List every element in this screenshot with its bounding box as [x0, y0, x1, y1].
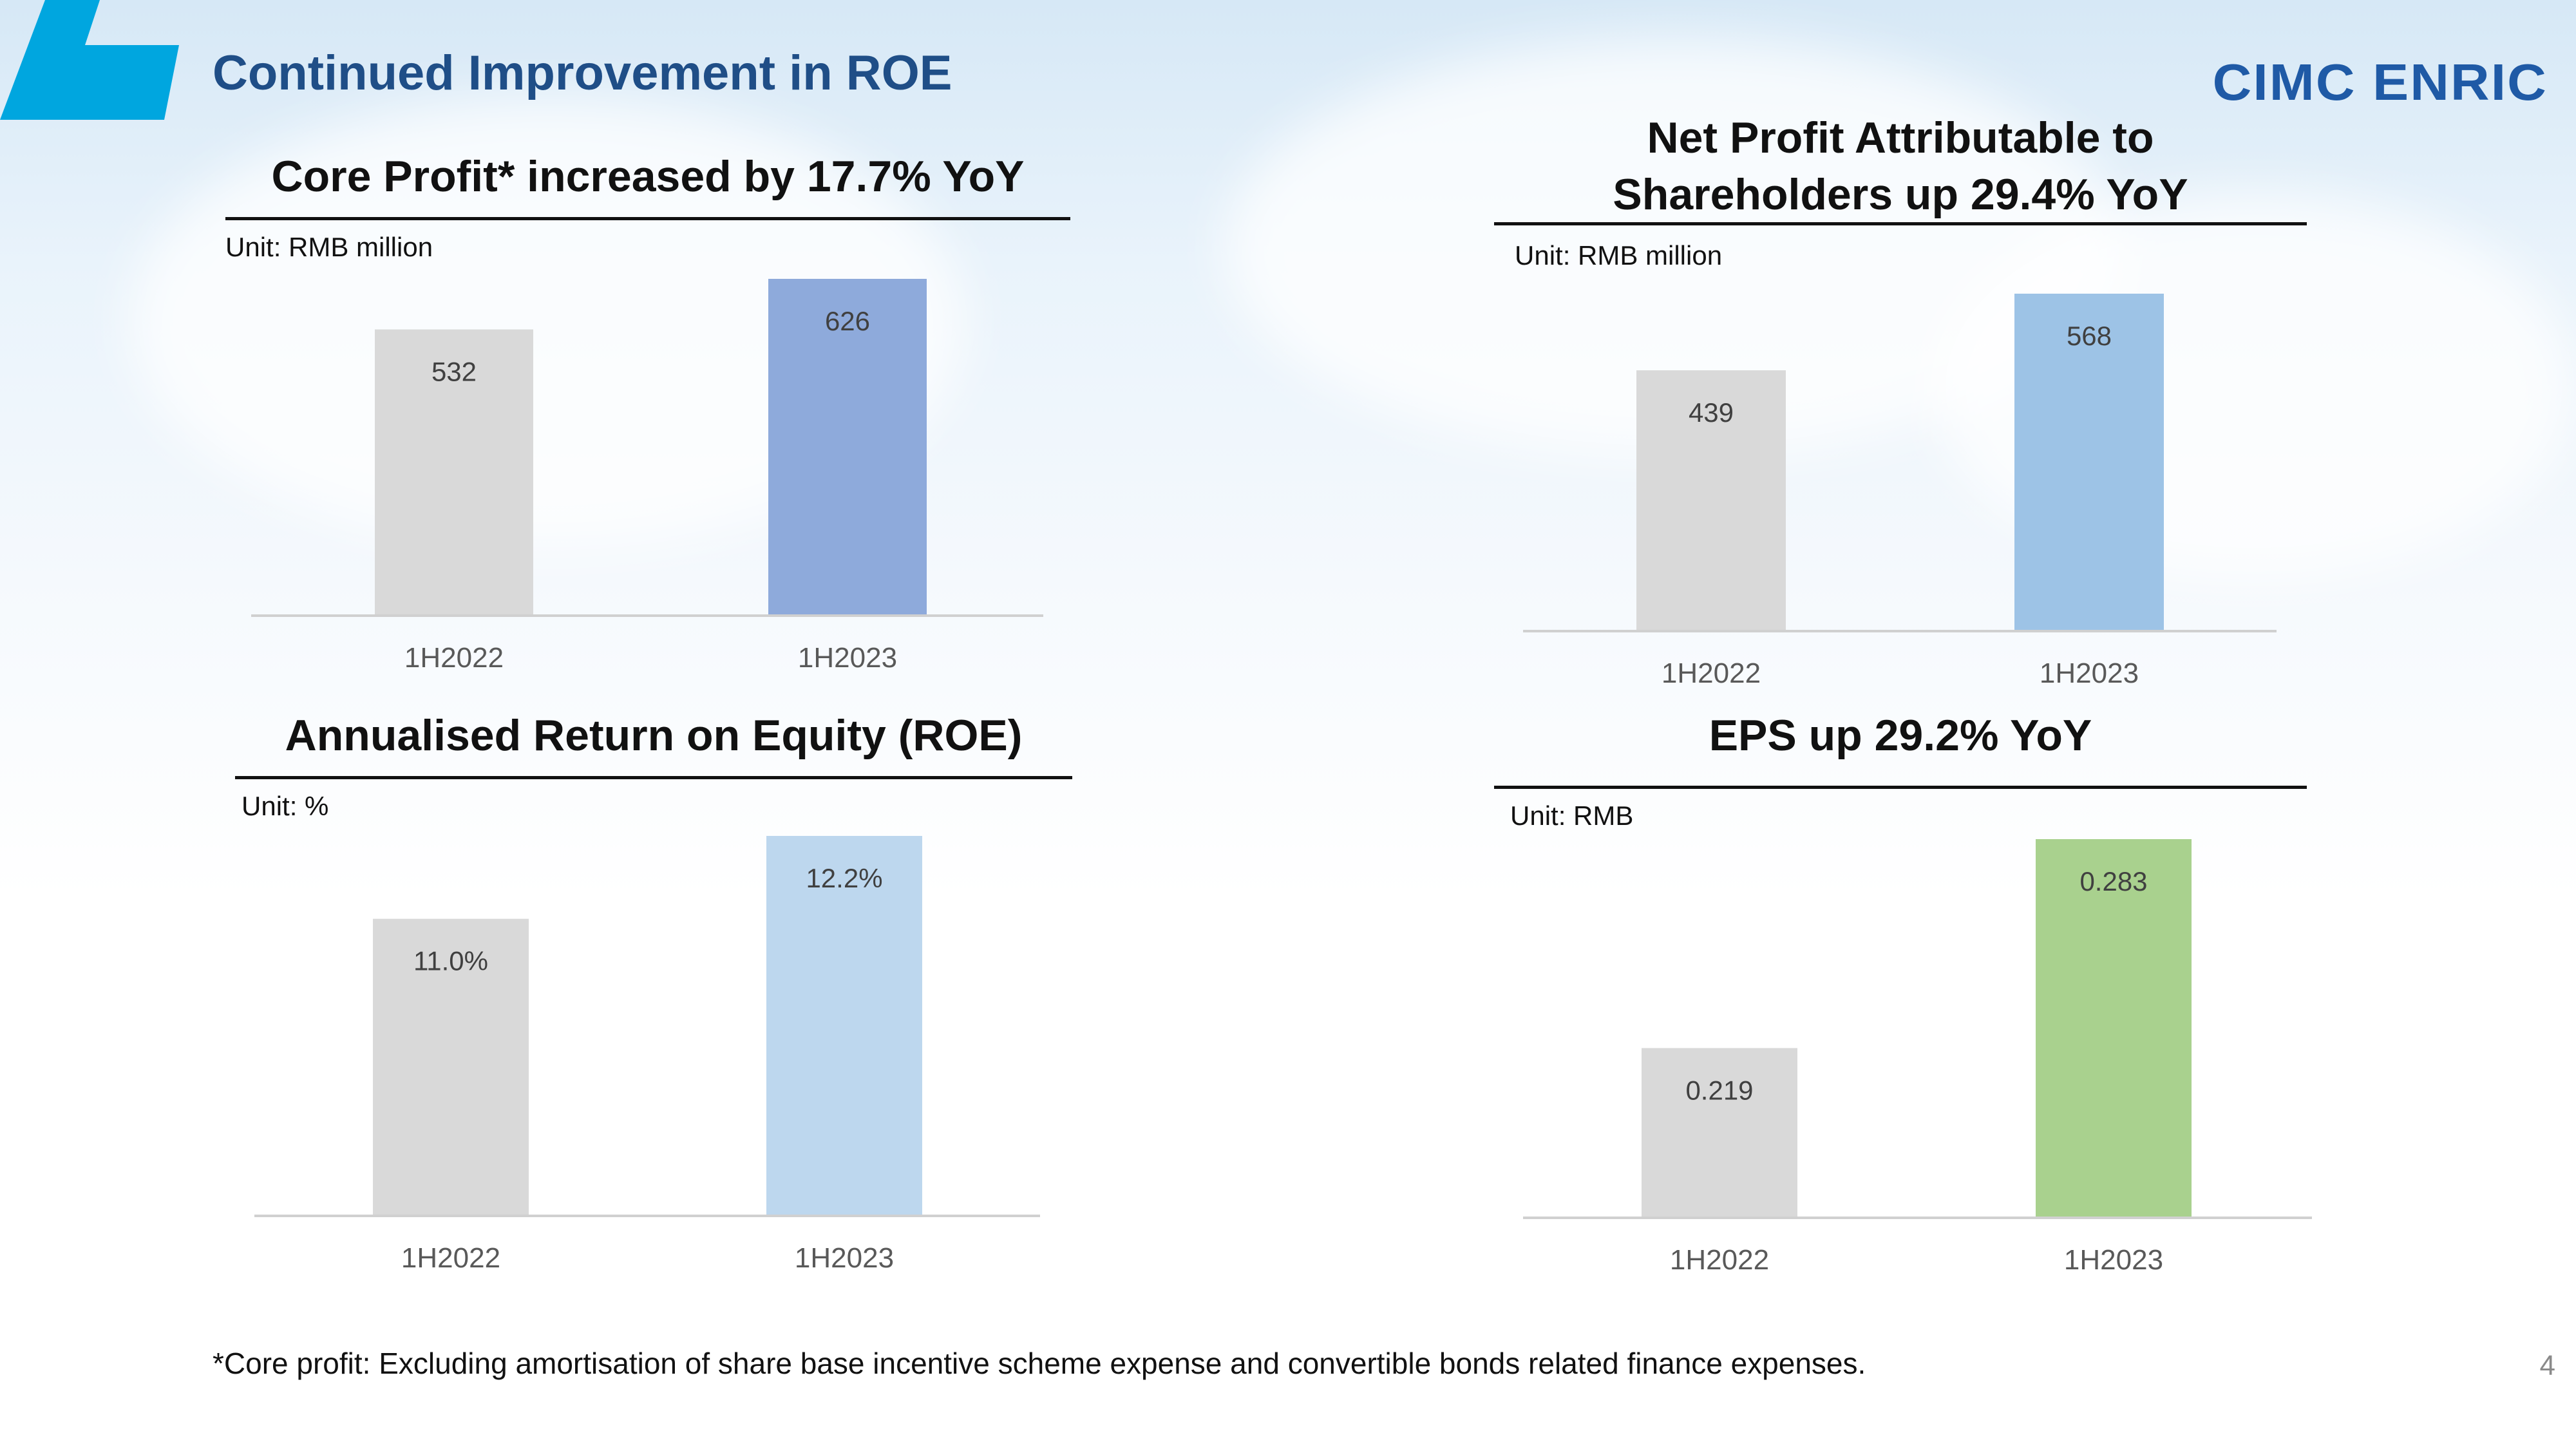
- data-label: 568: [2067, 321, 2112, 351]
- panel-title-rule: [225, 217, 1070, 220]
- panel-roe: Annualised Return on Equity (ROE) Unit: …: [235, 707, 1072, 1293]
- data-label: 12.2%: [806, 863, 882, 893]
- data-label: 532: [431, 357, 477, 387]
- x-tick-label: 1H2022: [1670, 1244, 1769, 1276]
- bar-1H2023: [2014, 294, 2164, 631]
- corner-accent-shape: [0, 0, 179, 120]
- data-label: 439: [1689, 397, 1734, 428]
- x-tick-label: 1H2023: [798, 642, 897, 674]
- unit-label: Unit: RMB million: [225, 232, 433, 262]
- footnote: *Core profit: Excluding amortisation of …: [213, 1347, 1866, 1380]
- data-label: 626: [825, 306, 870, 336]
- corner-accent-polygon: [0, 0, 179, 120]
- unit-label: Unit: %: [242, 791, 329, 821]
- x-tick-label: 1H2023: [2040, 658, 2139, 689]
- bar-chart-core-profit: 532 1H2022 626 1H2023: [251, 279, 1043, 674]
- panel-title: Annualised Return on Equity (ROE): [285, 711, 1023, 760]
- panel-title-rule: [235, 776, 1072, 779]
- x-tick-label: 1H2023: [795, 1242, 894, 1274]
- bar-1H2022: [373, 918, 529, 1216]
- data-label: 0.219: [1685, 1075, 1753, 1105]
- x-tick-label: 1H2023: [2064, 1244, 2163, 1276]
- bar-1H2023: [766, 836, 922, 1216]
- x-tick-label: 1H2022: [1662, 658, 1761, 689]
- panel-core-profit: Core Profit* increased by 17.7% YoY Unit…: [225, 148, 1070, 689]
- page-number: 4: [2539, 1350, 2555, 1381]
- bar-chart-roe: 11.0% 1H2022 12.2% 1H2023: [254, 836, 1040, 1274]
- slide-title: Continued Improvement in ROE: [213, 46, 952, 100]
- bar-chart-eps: 0.219 1H2022 0.283 1H2023: [1523, 839, 2312, 1276]
- panel-eps: EPS up 29.2% YoY Unit: RMB 0.219 1H2022 0.…: [1494, 707, 2312, 1293]
- bar-1H2023: [768, 279, 927, 616]
- x-tick-label: 1H2022: [401, 1242, 500, 1274]
- panel-title-rule: [1494, 222, 2307, 225]
- bar-chart-net-profit: 439 1H2022 568 1H2023: [1523, 294, 2277, 689]
- data-label: 11.0%: [413, 946, 488, 976]
- panel-title: Core Profit* increased by 17.7% YoY: [271, 152, 1025, 201]
- panel-title-rule: [1494, 786, 2307, 789]
- bar-1H2022: [375, 329, 533, 616]
- panel-net-profit: Net Profit Attributable to Shareholders …: [1494, 109, 2307, 696]
- unit-label: Unit: RMB million: [1515, 240, 1723, 270]
- bar-1H2023: [2036, 839, 2192, 1218]
- panel-title: EPS up 29.2% YoY: [1709, 711, 2092, 760]
- panel-title-line-2: Shareholders up 29.4% YoY: [1613, 170, 2188, 219]
- bar-1H2022: [1642, 1048, 1797, 1218]
- panel-title-line-1: Net Profit Attributable to: [1647, 113, 2154, 162]
- bar-1H2022: [1636, 370, 1786, 631]
- cimc-enric-logo: CIMC ENRIC: [2213, 53, 2548, 111]
- unit-label: Unit: RMB: [1510, 800, 1634, 831]
- data-label: 0.283: [2079, 866, 2147, 896]
- x-tick-label: 1H2022: [404, 642, 504, 674]
